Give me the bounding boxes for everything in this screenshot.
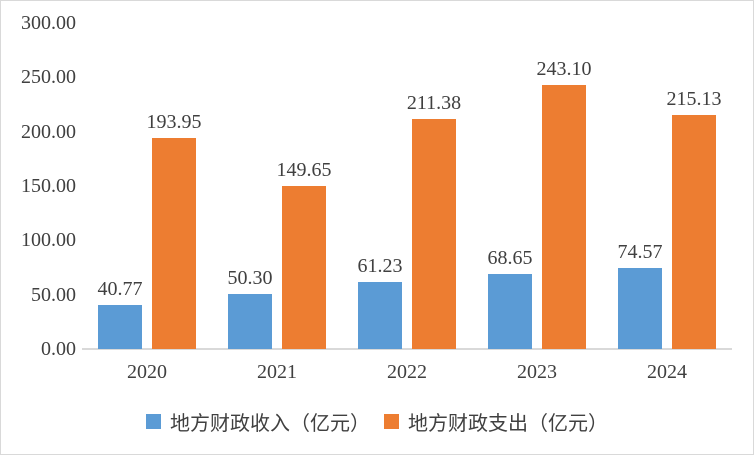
- data-label: 211.38: [406, 92, 462, 115]
- legend-swatch-icon: [384, 413, 399, 429]
- bar-series2-2021: [282, 186, 326, 349]
- bar-series1-2021: [228, 294, 272, 349]
- data-label: 215.13: [666, 88, 722, 111]
- data-label: 50.30: [227, 267, 273, 290]
- legend-label: 地方财政收入（亿元）: [170, 412, 370, 435]
- x-axis-tick-label: 2021: [257, 361, 297, 383]
- y-axis-tick-label: 300.00: [21, 12, 76, 34]
- legend: 地方财政收入（亿元） 地方财政支出（亿元）: [1, 406, 753, 436]
- legend-item-series1: 地方财政收入（亿元）: [146, 407, 370, 436]
- x-axis-line: [82, 348, 732, 350]
- data-label: 193.95: [146, 111, 202, 134]
- x-axis-tick-label: 2024: [647, 361, 687, 383]
- bar-series2-2020: [152, 138, 196, 349]
- bar-series2-2024: [672, 115, 716, 349]
- x-axis-tick-label: 2022: [387, 361, 427, 383]
- bar-series2-2022: [412, 119, 456, 349]
- y-axis-tick-label: 150.00: [21, 175, 76, 197]
- bar-series1-2024: [618, 267, 662, 349]
- data-label: 243.10: [536, 57, 592, 80]
- y-axis-tick-label: 0.00: [41, 338, 76, 360]
- bar-series1-2023: [488, 274, 532, 349]
- x-axis-tick-label: 2020: [127, 361, 167, 383]
- data-label: 40.77: [97, 277, 143, 300]
- x-axis-tick-label: 2023: [517, 361, 557, 383]
- data-label: 61.23: [357, 255, 403, 278]
- y-axis-tick-label: 250.00: [21, 66, 76, 89]
- bar-series2-2023: [542, 84, 586, 349]
- data-label: 68.65: [487, 247, 533, 270]
- y-axis-tick-label: 50.00: [31, 283, 76, 306]
- y-axis-tick-label: 200.00: [21, 120, 76, 143]
- legend-item-series2: 地方财政支出（亿元）: [384, 407, 608, 436]
- legend-label: 地方财政支出（亿元）: [408, 412, 608, 435]
- data-label: 74.57: [617, 240, 663, 263]
- data-label: 149.65: [276, 159, 332, 182]
- y-axis-tick-label: 100.00: [21, 229, 76, 252]
- bar-series1-2020: [98, 304, 142, 349]
- bar-series1-2022: [358, 282, 402, 349]
- legend-swatch-icon: [146, 413, 161, 429]
